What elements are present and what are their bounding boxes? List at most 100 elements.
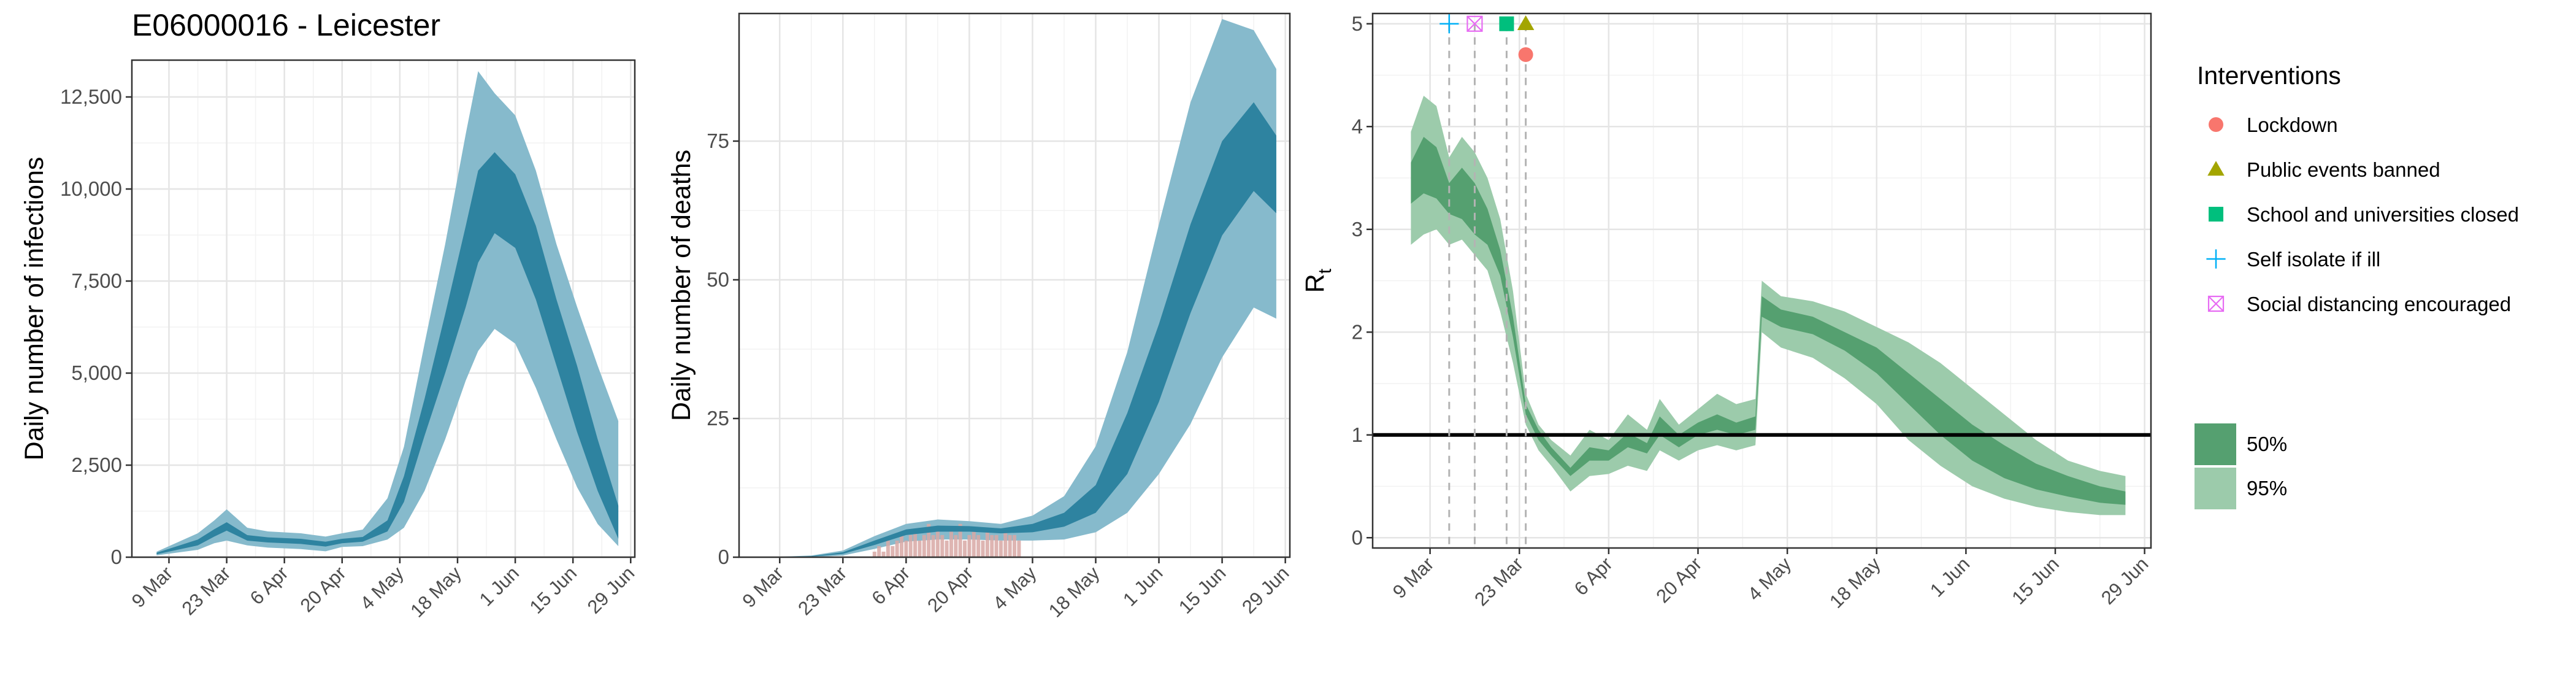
legend-band-label: 95% xyxy=(2247,477,2287,500)
observed-death-bar xyxy=(899,534,904,557)
x-tick-label: 1 Jun xyxy=(1119,562,1167,610)
x-tick-label: 23 Mar xyxy=(1470,553,1527,610)
observed-death-bar xyxy=(949,529,953,557)
y-tick-label: 50 xyxy=(707,268,729,291)
observed-death-bar xyxy=(990,534,994,557)
x-tick-label: 29 Jun xyxy=(583,562,639,618)
observed-death-bar xyxy=(945,540,949,557)
legend-key-plus xyxy=(2206,249,2226,269)
observed-death-bar xyxy=(881,551,886,557)
x-tick-label: 20 Apr xyxy=(923,562,977,616)
band-50 xyxy=(766,102,1276,557)
observed-death-bar xyxy=(981,540,985,557)
y-tick-label: 0 xyxy=(718,546,729,568)
x-tick-label: 4 May xyxy=(989,562,1041,614)
legend-key-boxcross xyxy=(2207,295,2225,312)
legend-band-label: 50% xyxy=(2247,433,2287,455)
x-tick-label: 6 Apr xyxy=(1570,553,1617,600)
legend-band-swatch xyxy=(2195,468,2236,509)
y-tick-label: 0 xyxy=(111,546,122,568)
observed-death-bar xyxy=(908,534,913,557)
y-tick-label: 25 xyxy=(707,407,729,430)
y-axis-title-subscript: t xyxy=(1315,268,1335,274)
legend-key-triangle xyxy=(2207,161,2225,176)
y-axis-title: Rt xyxy=(1300,268,1335,293)
observed-death-bar xyxy=(999,540,1003,557)
y-tick-label: 3 xyxy=(1352,218,1363,241)
observed-death-bar xyxy=(1003,529,1008,557)
observed-death-bar xyxy=(1012,534,1017,557)
observed-death-bar xyxy=(976,534,981,557)
plot-border xyxy=(1371,12,2152,549)
intervention-marker xyxy=(1517,15,1535,30)
plot-border xyxy=(738,12,1291,558)
y-axis-title: Daily number of infections xyxy=(20,157,49,461)
x-tick-label: 20 Apr xyxy=(1652,553,1706,607)
observed-death-bar xyxy=(931,534,935,557)
observed-death-bar xyxy=(886,540,890,557)
observed-death-bar xyxy=(940,534,945,557)
legend-label: Self isolate if ill xyxy=(2247,248,2380,271)
x-tick-label: 6 Apr xyxy=(246,562,293,609)
x-tick-label: 15 Jun xyxy=(526,562,581,618)
x-tick-label: 18 May xyxy=(1825,553,1885,612)
observed-death-bar xyxy=(935,529,940,557)
legend-label: Lockdown xyxy=(2247,114,2338,136)
y-tick-label: 7,500 xyxy=(71,269,122,292)
observed-death-bar xyxy=(877,546,881,557)
x-tick-label: 23 Mar xyxy=(794,562,851,619)
legend-key-square xyxy=(2209,207,2223,222)
intervention-marker xyxy=(1439,14,1459,34)
x-tick-label: 15 Jun xyxy=(1175,562,1230,618)
observed-death-bar xyxy=(872,551,876,557)
observed-death-bar xyxy=(891,546,895,557)
intervention-marker xyxy=(1499,16,1514,31)
x-tick-label: 9 Mar xyxy=(128,562,177,612)
x-tick-label: 9 Mar xyxy=(738,562,788,612)
x-tick-label: 4 May xyxy=(1744,553,1796,605)
legend-key-circle xyxy=(2209,117,2223,132)
x-tick-label: 18 May xyxy=(406,562,466,622)
observed-death-bar xyxy=(918,540,922,557)
observed-death-bar xyxy=(1008,534,1012,557)
x-tick-label: 18 May xyxy=(1045,562,1104,622)
observed-death-bar xyxy=(972,529,976,557)
legend-band-swatch xyxy=(2195,423,2236,465)
legend: Interventions Lockdown Public events banne… xyxy=(2195,61,2519,509)
observed-death-bar xyxy=(967,534,972,557)
x-tick-label: 6 Apr xyxy=(867,562,914,609)
observed-death-bar xyxy=(913,529,918,557)
panel-rt: 9 Mar 23 Mar 6 Apr 20 Apr 4 May 18 May 1 Jun 15… xyxy=(1300,12,2153,612)
x-tick-label: 9 Mar xyxy=(1389,553,1438,603)
x-tick-label: 1 Jun xyxy=(1926,553,1974,601)
panel-deaths: 9 Mar 23 Mar 6 Apr 20 Apr 4 May 18 May 1 Jun 15… xyxy=(667,12,1294,622)
legend-label: School and universities closed xyxy=(2247,203,2519,226)
band-50 xyxy=(1411,137,2126,505)
x-tick-label: 15 Jun xyxy=(2007,553,2063,609)
y-tick-label: 75 xyxy=(707,129,729,152)
x-tick-label: 1 Jun xyxy=(475,562,523,610)
y-tick-label: 0 xyxy=(1352,526,1363,549)
intervention-marker xyxy=(1518,47,1533,62)
legend-label: Public events banned xyxy=(2247,158,2440,181)
y-tick-label: 5,000 xyxy=(71,361,122,384)
observed-death-bar xyxy=(963,540,967,557)
plot-border xyxy=(131,59,636,558)
y-tick-label: 2,500 xyxy=(71,453,122,476)
observed-death-bar xyxy=(895,540,899,557)
y-tick-label: 5 xyxy=(1352,12,1363,35)
x-tick-label: 20 Apr xyxy=(296,562,350,616)
y-tick-label: 12,500 xyxy=(60,85,122,108)
legend-label: Social distancing encouraged xyxy=(2247,293,2511,315)
observed-death-bar xyxy=(958,523,962,557)
figure-title: E06000016 - Leicester xyxy=(132,8,440,42)
intervention-marker xyxy=(1466,15,1483,32)
x-tick-label: 29 Jun xyxy=(2097,553,2153,609)
observed-death-bar xyxy=(922,534,926,557)
observed-death-bar xyxy=(954,534,958,557)
y-tick-label: 4 xyxy=(1352,115,1363,137)
x-tick-label: 29 Jun xyxy=(1238,562,1294,618)
